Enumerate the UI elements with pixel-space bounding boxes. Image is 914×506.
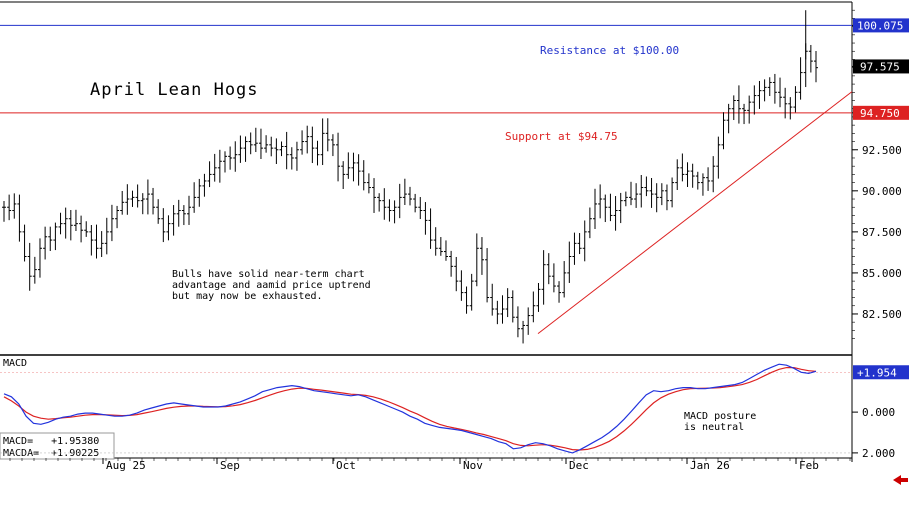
macd-y-tick-label: 2.000 [862, 447, 895, 460]
macd-annotation-line-1: MACD posture [684, 411, 756, 422]
chart-dynamic-layer: 92.500 90.000 87.500 85.000 82.500 100.075 97.… [0, 9, 909, 472]
macd-y-tick-label: 0.000 [862, 406, 895, 419]
scroll-arrow-icon[interactable] [893, 475, 908, 485]
macd-current-badge [853, 365, 909, 380]
annotation-line-1: Bulls have solid near-term chart [172, 269, 365, 280]
resistance-axis-badge [853, 18, 909, 33]
uptrend-line [537, 91, 853, 335]
y-tick-label: 85.000 [862, 267, 902, 280]
current-price-label: 97.575 [860, 60, 900, 73]
macda-line [3, 367, 817, 451]
y-tick-label: 87.500 [862, 226, 902, 239]
chart-title: April Lean Hogs [90, 80, 259, 100]
macd-readout: MACD= +1.95380 [3, 436, 99, 447]
x-tick-label: Oct [336, 459, 356, 472]
x-tick-label: Dec [569, 459, 589, 472]
support-axis-badge [853, 105, 909, 120]
annotation-line-2: advantage and aamid price uptrend [172, 280, 371, 291]
current-price-badge [853, 59, 909, 74]
macd-panel-title: MACD [3, 358, 27, 369]
macd-readout-box [0, 432, 115, 460]
x-tick-label: Aug 25 [106, 459, 146, 472]
macd-line [3, 363, 817, 454]
macd-current-label: +1.954 [857, 366, 897, 379]
support-axis-label: 94.750 [860, 107, 900, 120]
support-label: Support at $94.75 [505, 130, 618, 143]
resistance-axis-label: 100.075 [857, 19, 903, 32]
y-tick-label: 92.500 [862, 144, 902, 157]
x-tick-label: Nov [463, 459, 483, 472]
x-tick-label: Sep [220, 459, 240, 472]
resistance-label: Resistance at $100.00 [540, 44, 679, 57]
macda-readout: MACDA= +1.90225 [3, 448, 99, 459]
x-tick-label: Jan 26 [690, 459, 730, 472]
annotation-line-3: but may now be exhausted. [172, 291, 323, 302]
x-tick-label: Feb [799, 459, 819, 472]
y-tick-label: 82.500 [862, 308, 902, 321]
y-tick-label: 90.000 [862, 185, 902, 198]
macd-annotation-line-2: is neutral [684, 422, 744, 433]
